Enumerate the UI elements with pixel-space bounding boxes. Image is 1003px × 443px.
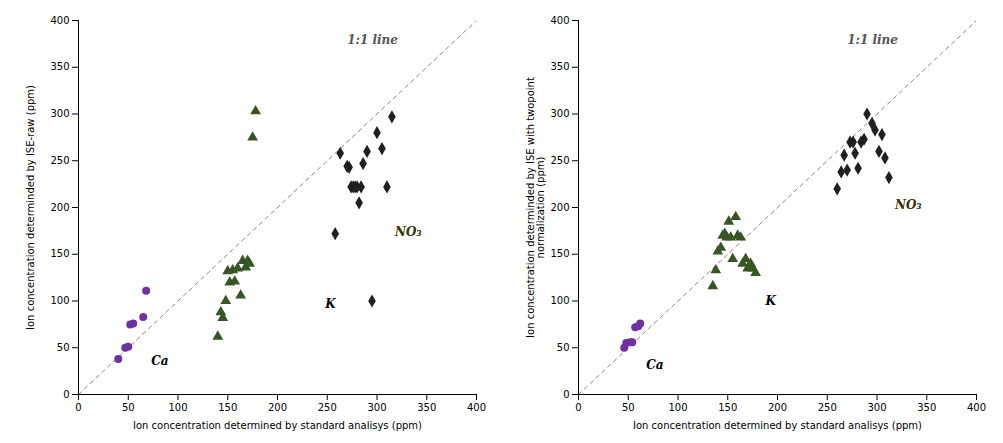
svg-text:1:1 line: 1:1 line — [847, 33, 898, 47]
svg-text:K: K — [765, 294, 777, 308]
svg-text:50: 50 — [557, 342, 570, 353]
svg-text:250: 250 — [318, 402, 337, 413]
svg-text:K: K — [324, 297, 336, 311]
svg-text:150: 150 — [718, 402, 737, 413]
svg-text:NO₃: NO₃ — [394, 225, 422, 239]
svg-text:50: 50 — [57, 342, 70, 353]
svg-text:Ion concentration determined b: Ion concentration determined by standard… — [633, 420, 922, 431]
svg-text:250: 250 — [550, 155, 569, 166]
svg-text:350: 350 — [50, 61, 69, 72]
svg-text:0: 0 — [575, 402, 581, 413]
svg-text:350: 350 — [417, 402, 436, 413]
svg-text:150: 150 — [50, 248, 69, 259]
svg-text:300: 300 — [550, 108, 569, 119]
svg-text:100: 100 — [50, 295, 69, 306]
svg-text:200: 200 — [268, 402, 287, 413]
svg-text:Ion concentration determinded: Ion concentration determinded by ISE-raw… — [25, 85, 36, 330]
svg-text:300: 300 — [50, 108, 69, 119]
svg-text:150: 150 — [550, 248, 569, 259]
svg-text:0: 0 — [75, 402, 81, 413]
svg-text:400: 400 — [50, 15, 69, 26]
svg-text:Ion concentration determinded: Ion concentration determinded by ISE wit… — [525, 77, 546, 338]
svg-text:400: 400 — [967, 402, 986, 413]
svg-text:350: 350 — [550, 61, 569, 72]
svg-text:1:1 line: 1:1 line — [347, 33, 398, 47]
svg-text:400: 400 — [467, 402, 486, 413]
svg-text:Ca: Ca — [151, 354, 168, 368]
svg-text:50: 50 — [622, 402, 635, 413]
svg-text:0: 0 — [563, 389, 569, 400]
svg-text:200: 200 — [50, 202, 69, 213]
svg-text:Ca: Ca — [646, 358, 663, 372]
svg-text:250: 250 — [818, 402, 837, 413]
svg-text:200: 200 — [768, 402, 787, 413]
svg-text:300: 300 — [367, 402, 386, 413]
svg-text:0: 0 — [63, 389, 69, 400]
svg-text:50: 50 — [122, 402, 135, 413]
svg-text:100: 100 — [550, 295, 569, 306]
svg-text:250: 250 — [50, 155, 69, 166]
svg-text:150: 150 — [218, 402, 237, 413]
svg-text:350: 350 — [917, 402, 936, 413]
svg-text:300: 300 — [867, 402, 886, 413]
svg-text:100: 100 — [168, 402, 187, 413]
svg-text:100: 100 — [668, 402, 687, 413]
svg-text:400: 400 — [550, 15, 569, 26]
svg-text:Ion concentration determined b: Ion concentration determined by standard… — [133, 420, 422, 431]
svg-text:200: 200 — [550, 202, 569, 213]
svg-text:NO₃: NO₃ — [894, 198, 922, 212]
